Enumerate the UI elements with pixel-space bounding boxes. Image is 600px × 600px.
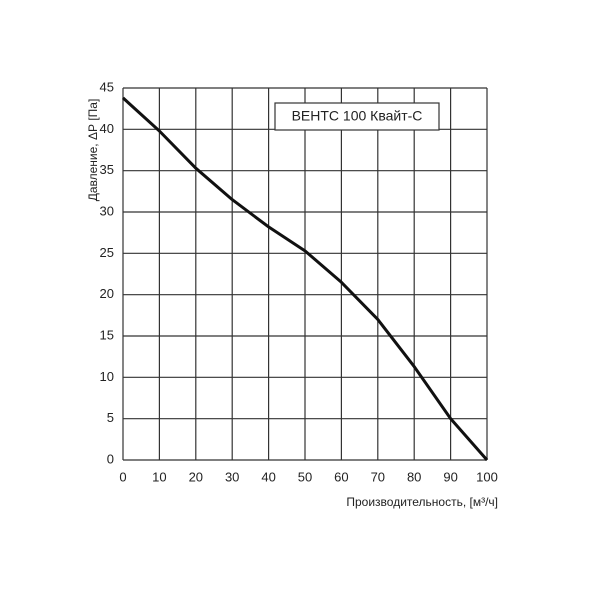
x-tick-label: 80: [407, 469, 421, 484]
y-tick-label: 20: [100, 286, 114, 301]
x-tick-label: 0: [119, 469, 126, 484]
x-tick-label: 50: [298, 469, 312, 484]
y-tick-label: 40: [100, 121, 114, 136]
x-tick-label: 70: [371, 469, 385, 484]
y-tick-label: 25: [100, 245, 114, 260]
x-tick-label: 10: [152, 469, 166, 484]
x-tick-label: 60: [334, 469, 348, 484]
x-tick-label: 90: [443, 469, 457, 484]
y-tick-label: 35: [100, 162, 114, 177]
y-tick-label: 5: [107, 410, 114, 425]
y-tick-label: 30: [100, 203, 114, 218]
y-tick-label: 0: [107, 451, 114, 466]
y-tick-label: 10: [100, 369, 114, 384]
legend-box: [274, 102, 440, 131]
legend-label: ВЕНТС 100 Квайт-С: [292, 108, 423, 124]
x-tick-label: 30: [225, 469, 239, 484]
x-tick-label: 100: [476, 469, 498, 484]
x-tick-label: 40: [261, 469, 275, 484]
y-tick-label: 15: [100, 327, 114, 342]
y-axis-label: Давление, ΔР [Па]: [86, 99, 100, 202]
x-tick-label: 20: [189, 469, 203, 484]
y-tick-label: 45: [100, 79, 114, 94]
x-axis-label: Производительность, [м³/ч]: [346, 495, 498, 509]
data-line: [121, 96, 489, 461]
